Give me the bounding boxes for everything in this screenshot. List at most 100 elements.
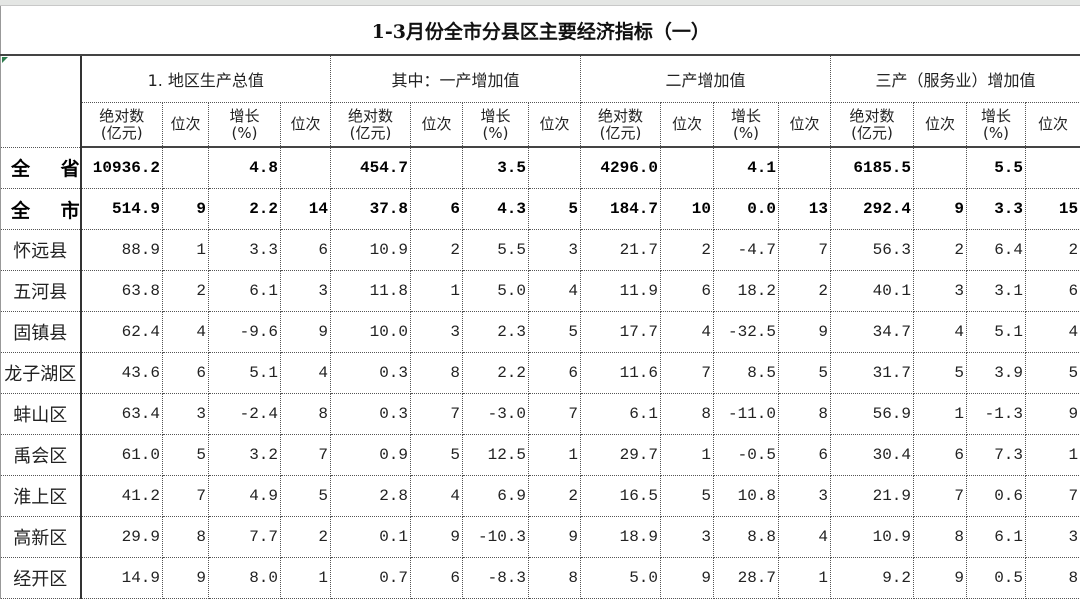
- rank-cell[interactable]: 2: [661, 230, 714, 271]
- rank-cell[interactable]: 10: [661, 189, 714, 230]
- growth-cell[interactable]: 0.0: [714, 189, 779, 230]
- rank-cell[interactable]: 4: [529, 271, 581, 312]
- absolute-value-cell[interactable]: 10.9: [331, 230, 411, 271]
- growth-cell[interactable]: -3.0: [463, 394, 529, 435]
- corner-cell[interactable]: [1, 55, 81, 147]
- rank-cell[interactable]: 6: [411, 189, 463, 230]
- growth-cell[interactable]: 2.3: [463, 312, 529, 353]
- absolute-value-cell[interactable]: 34.7: [831, 312, 914, 353]
- absolute-value-cell[interactable]: 30.4: [831, 435, 914, 476]
- rank-cell[interactable]: 7: [1026, 476, 1080, 517]
- rank-cell[interactable]: [411, 147, 463, 189]
- region-name[interactable]: 全 省: [1, 147, 81, 189]
- rank-cell[interactable]: 8: [914, 517, 967, 558]
- rank-cell[interactable]: 2: [1026, 230, 1080, 271]
- rank-cell[interactable]: 9: [163, 558, 209, 599]
- growth-cell[interactable]: 2.2: [209, 189, 281, 230]
- absolute-value-cell[interactable]: 454.7: [331, 147, 411, 189]
- absolute-value-cell[interactable]: 63.8: [81, 271, 163, 312]
- growth-cell[interactable]: 2.2: [463, 353, 529, 394]
- absolute-value-cell[interactable]: 40.1: [831, 271, 914, 312]
- rank-cell[interactable]: 9: [779, 312, 831, 353]
- rank-cell[interactable]: 5: [779, 353, 831, 394]
- rank-cell[interactable]: 8: [1026, 558, 1080, 599]
- rank-cell[interactable]: 5: [914, 353, 967, 394]
- absolute-value-cell[interactable]: 43.6: [81, 353, 163, 394]
- growth-cell[interactable]: 0.6: [967, 476, 1026, 517]
- growth-cell[interactable]: 3.9: [967, 353, 1026, 394]
- absolute-value-cell[interactable]: 17.7: [581, 312, 661, 353]
- growth-cell[interactable]: -11.0: [714, 394, 779, 435]
- rank-cell[interactable]: [529, 147, 581, 189]
- absolute-value-cell[interactable]: 61.0: [81, 435, 163, 476]
- rank-cell[interactable]: 3: [914, 271, 967, 312]
- rank-cell[interactable]: 4: [411, 476, 463, 517]
- growth-cell[interactable]: 3.1: [967, 271, 1026, 312]
- growth-cell[interactable]: 5.1: [967, 312, 1026, 353]
- rank-cell[interactable]: 4: [779, 517, 831, 558]
- absolute-value-cell[interactable]: 514.9: [81, 189, 163, 230]
- rank-cell[interactable]: 3: [411, 312, 463, 353]
- region-name[interactable]: 全 市: [1, 189, 81, 230]
- rank-cell[interactable]: 6: [779, 435, 831, 476]
- absolute-value-cell[interactable]: 0.3: [331, 353, 411, 394]
- rank-cell[interactable]: 8: [163, 517, 209, 558]
- rank-cell[interactable]: 2: [529, 476, 581, 517]
- rank-cell[interactable]: 8: [779, 394, 831, 435]
- absolute-value-cell[interactable]: 16.5: [581, 476, 661, 517]
- rank-cell[interactable]: 2: [914, 230, 967, 271]
- rank-cell[interactable]: 4: [661, 312, 714, 353]
- rank-cell[interactable]: 7: [411, 394, 463, 435]
- absolute-value-cell[interactable]: 6.1: [581, 394, 661, 435]
- growth-cell[interactable]: -0.5: [714, 435, 779, 476]
- absolute-value-cell[interactable]: 4296.0: [581, 147, 661, 189]
- absolute-value-cell[interactable]: 21.9: [831, 476, 914, 517]
- rank-cell[interactable]: 4: [163, 312, 209, 353]
- absolute-value-cell[interactable]: 2.8: [331, 476, 411, 517]
- rank-cell[interactable]: 7: [163, 476, 209, 517]
- rank-cell[interactable]: 1: [411, 271, 463, 312]
- absolute-value-cell[interactable]: 56.9: [831, 394, 914, 435]
- absolute-value-cell[interactable]: 11.9: [581, 271, 661, 312]
- region-name[interactable]: 固镇县: [1, 312, 81, 353]
- rank-cell[interactable]: 7: [914, 476, 967, 517]
- rank-cell[interactable]: 3: [779, 476, 831, 517]
- rank-cell[interactable]: 13: [779, 189, 831, 230]
- rank-cell[interactable]: 6: [163, 353, 209, 394]
- rank-cell[interactable]: 5: [529, 189, 581, 230]
- region-name[interactable]: 蚌山区: [1, 394, 81, 435]
- absolute-value-cell[interactable]: 11.6: [581, 353, 661, 394]
- region-name[interactable]: 禹会区: [1, 435, 81, 476]
- growth-cell[interactable]: 8.8: [714, 517, 779, 558]
- growth-cell[interactable]: -8.3: [463, 558, 529, 599]
- absolute-value-cell[interactable]: 62.4: [81, 312, 163, 353]
- absolute-value-cell[interactable]: 11.8: [331, 271, 411, 312]
- rank-cell[interactable]: 2: [163, 271, 209, 312]
- region-name[interactable]: 怀远县: [1, 230, 81, 271]
- rank-cell[interactable]: 14: [281, 189, 331, 230]
- rank-cell[interactable]: 2: [779, 271, 831, 312]
- growth-cell[interactable]: 8.0: [209, 558, 281, 599]
- growth-cell[interactable]: 3.2: [209, 435, 281, 476]
- region-name[interactable]: 淮上区: [1, 476, 81, 517]
- rank-cell[interactable]: 6: [914, 435, 967, 476]
- absolute-value-cell[interactable]: 41.2: [81, 476, 163, 517]
- rank-cell[interactable]: 9: [163, 189, 209, 230]
- absolute-value-cell[interactable]: 31.7: [831, 353, 914, 394]
- rank-cell[interactable]: 5: [1026, 353, 1080, 394]
- rank-cell[interactable]: 7: [281, 435, 331, 476]
- rank-cell[interactable]: 9: [529, 517, 581, 558]
- growth-cell[interactable]: -2.4: [209, 394, 281, 435]
- rank-cell[interactable]: 4: [1026, 312, 1080, 353]
- growth-cell[interactable]: 4.8: [209, 147, 281, 189]
- absolute-value-cell[interactable]: 21.7: [581, 230, 661, 271]
- growth-cell[interactable]: 3.5: [463, 147, 529, 189]
- rank-cell[interactable]: 5: [529, 312, 581, 353]
- growth-cell[interactable]: -1.3: [967, 394, 1026, 435]
- rank-cell[interactable]: [661, 147, 714, 189]
- region-name[interactable]: 五河县: [1, 271, 81, 312]
- growth-cell[interactable]: -9.6: [209, 312, 281, 353]
- rank-cell[interactable]: 1: [914, 394, 967, 435]
- rank-cell[interactable]: 1: [529, 435, 581, 476]
- rank-cell[interactable]: 9: [914, 189, 967, 230]
